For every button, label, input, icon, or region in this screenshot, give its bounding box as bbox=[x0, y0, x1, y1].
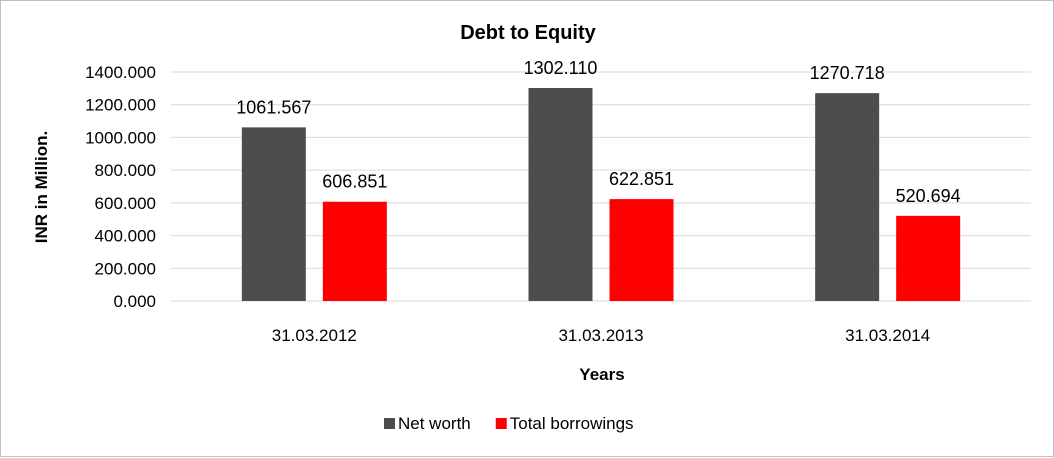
y-tick-label: 600.000 bbox=[95, 194, 156, 213]
bar-net-worth bbox=[528, 88, 593, 301]
y-axis-title: INR in Million. bbox=[32, 131, 51, 243]
legend: Net worth Total borrowings bbox=[384, 414, 634, 433]
y-tick-label: 1000.000 bbox=[85, 128, 156, 147]
data-label: 1302.110 bbox=[524, 58, 598, 78]
bar-net-worth bbox=[241, 127, 306, 301]
x-tick-label: 31.03.2013 bbox=[558, 326, 643, 345]
data-label: 1061.567 bbox=[236, 97, 311, 117]
legend-label: Net worth bbox=[398, 414, 471, 433]
y-tick-label: 1400.000 bbox=[85, 63, 156, 82]
x-tick-label: 31.03.2012 bbox=[272, 326, 357, 345]
bar-total-borrowings bbox=[896, 215, 961, 301]
x-axis-title: Years bbox=[579, 365, 624, 384]
data-label: 622.851 bbox=[609, 169, 674, 189]
bar-net-worth bbox=[815, 93, 880, 301]
y-tick-label: 1200.000 bbox=[85, 96, 156, 115]
bars bbox=[241, 88, 961, 301]
bar-total-borrowings bbox=[609, 199, 674, 301]
data-label: 520.694 bbox=[896, 186, 961, 206]
y-axis-ticks: 0.000 200.000 400.000 600.000 800.000 1000.00… bbox=[85, 63, 156, 311]
chart-title: Debt to Equity bbox=[460, 22, 596, 44]
x-tick-label: 31.03.2014 bbox=[845, 326, 930, 345]
data-label: 606.851 bbox=[322, 172, 387, 192]
y-tick-label: 0.000 bbox=[113, 292, 156, 311]
bar-total-borrowings bbox=[322, 201, 387, 301]
x-axis-ticks: 31.03.2012 31.03.2013 31.03.2014 bbox=[272, 326, 930, 345]
data-labels: 1061.567 606.851 1302.110 622.851 1270.718 52… bbox=[236, 58, 960, 206]
data-label: 1270.718 bbox=[810, 63, 885, 83]
y-tick-label: 200.000 bbox=[95, 259, 156, 278]
y-tick-label: 800.000 bbox=[95, 161, 156, 180]
gridlines bbox=[171, 71, 1031, 302]
y-tick-label: 400.000 bbox=[95, 227, 156, 246]
legend-swatch bbox=[384, 418, 395, 429]
legend-swatch bbox=[495, 418, 507, 429]
legend-label: Total borrowings bbox=[510, 414, 634, 433]
